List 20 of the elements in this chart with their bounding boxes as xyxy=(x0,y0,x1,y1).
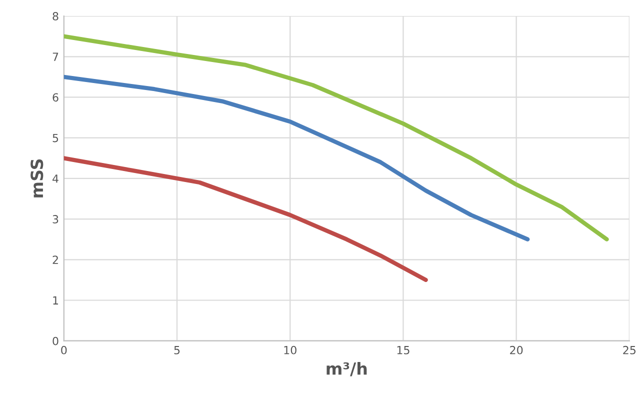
line-series xyxy=(64,74,530,242)
x-tick-label: 15 xyxy=(397,346,410,354)
y-tick-label: 3 xyxy=(52,215,58,224)
y-tick-label: 4 xyxy=(52,174,58,183)
x-tick-label: 20 xyxy=(510,346,523,354)
y-tick-label: 8 xyxy=(52,12,58,20)
y-tick-label: 5 xyxy=(52,134,58,142)
line-series xyxy=(64,156,428,282)
x-axis-title: m³/h xyxy=(326,362,367,376)
y-tick-label: 0 xyxy=(52,336,58,346)
x-tick-label: 25 xyxy=(623,346,636,354)
x-tick-label: 5 xyxy=(174,346,180,354)
line-series xyxy=(64,34,609,242)
y-axis-title: mSS xyxy=(30,159,44,198)
y-tick-label: 1 xyxy=(53,296,58,304)
x-tick-label: 0 xyxy=(61,346,67,354)
y-tick-label: 6 xyxy=(52,93,58,102)
y-tick-label: 7 xyxy=(52,52,58,61)
y-tick-label: 2 xyxy=(52,256,58,264)
x-tick-label: 10 xyxy=(284,346,296,354)
